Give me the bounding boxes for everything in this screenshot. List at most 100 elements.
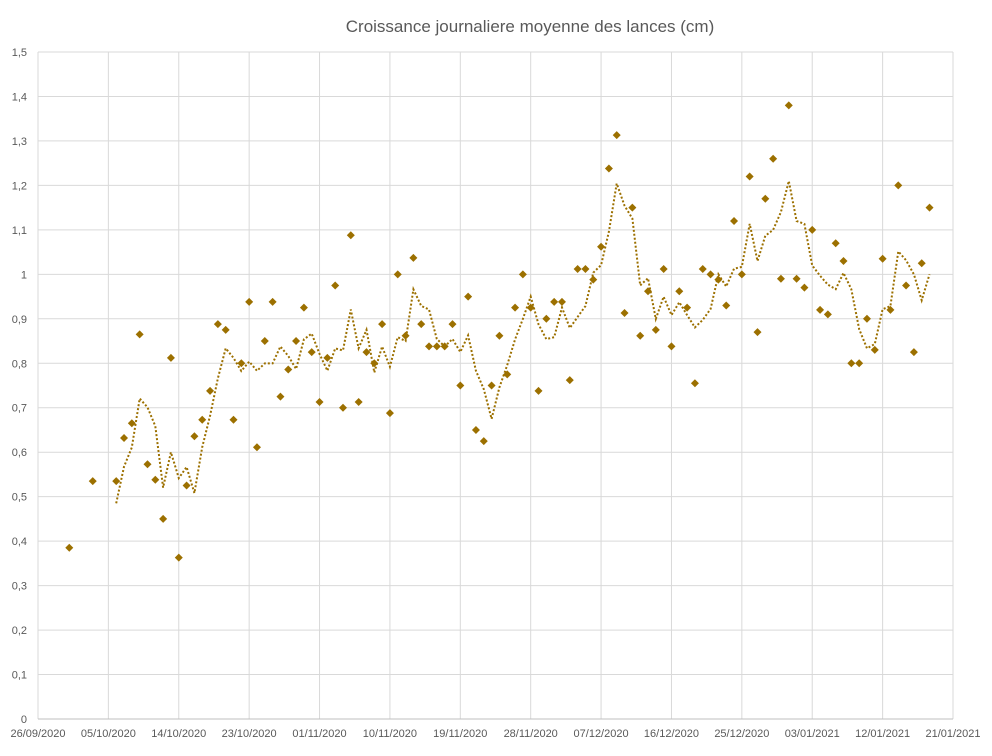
data-point bbox=[307, 348, 316, 357]
data-point bbox=[886, 305, 895, 314]
x-tick-label: 19/11/2020 bbox=[433, 728, 487, 740]
y-tick-label: 0,6 bbox=[12, 447, 27, 459]
data-point bbox=[792, 274, 801, 283]
data-point bbox=[229, 415, 238, 424]
data-point bbox=[166, 353, 175, 362]
data-point bbox=[425, 342, 434, 351]
data-point bbox=[292, 337, 301, 346]
data-point bbox=[776, 274, 785, 283]
data-point bbox=[464, 292, 473, 301]
data-point bbox=[847, 359, 856, 368]
data-point bbox=[690, 379, 699, 388]
data-point bbox=[378, 320, 387, 329]
data-point bbox=[456, 381, 465, 390]
data-point bbox=[448, 320, 457, 329]
y-tick-label: 0,4 bbox=[12, 536, 27, 548]
data-point bbox=[589, 275, 598, 284]
y-tick-label: 1,3 bbox=[12, 136, 27, 148]
data-point bbox=[88, 477, 97, 486]
y-tick-label: 0,2 bbox=[12, 625, 27, 637]
data-point bbox=[417, 320, 426, 329]
data-point bbox=[597, 242, 606, 251]
data-point bbox=[823, 310, 832, 319]
y-tick-label: 0,7 bbox=[12, 403, 27, 415]
data-point bbox=[393, 270, 402, 279]
data-point bbox=[745, 172, 754, 181]
x-tick-label: 28/11/2020 bbox=[504, 728, 558, 740]
data-point bbox=[675, 287, 684, 296]
data-point bbox=[573, 264, 582, 273]
data-point bbox=[346, 231, 355, 240]
data-point bbox=[409, 253, 418, 262]
x-tick-label: 07/12/2020 bbox=[574, 728, 629, 740]
data-point bbox=[870, 345, 879, 354]
y-tick-label: 0,1 bbox=[12, 670, 27, 682]
data-point bbox=[761, 194, 770, 203]
data-point bbox=[237, 359, 246, 368]
data-point bbox=[902, 281, 911, 290]
data-point bbox=[65, 543, 74, 552]
data-point bbox=[284, 365, 293, 374]
data-point bbox=[636, 331, 645, 340]
data-point bbox=[557, 297, 566, 306]
x-tick-label: 25/12/2020 bbox=[714, 728, 769, 740]
x-tick-label: 12/01/2021 bbox=[855, 728, 910, 740]
data-point bbox=[135, 330, 144, 339]
data-point bbox=[385, 409, 394, 418]
data-point bbox=[401, 331, 410, 340]
data-point bbox=[894, 181, 903, 190]
data-point bbox=[644, 287, 652, 296]
data-point bbox=[714, 275, 723, 284]
data-point bbox=[339, 403, 347, 412]
data-point bbox=[581, 264, 590, 273]
data-point bbox=[816, 305, 825, 314]
data-point bbox=[370, 359, 379, 368]
data-point bbox=[151, 475, 160, 484]
data-point bbox=[221, 325, 230, 334]
data-point bbox=[604, 164, 613, 173]
data-point bbox=[182, 481, 191, 490]
data-point bbox=[299, 303, 308, 312]
data-point bbox=[112, 477, 121, 486]
moving-average-trendline bbox=[115, 180, 931, 504]
data-point bbox=[612, 131, 621, 140]
data-point bbox=[495, 331, 504, 340]
data-point bbox=[174, 553, 183, 562]
y-tick-label: 0,3 bbox=[12, 581, 27, 593]
data-point bbox=[206, 386, 215, 395]
data-point bbox=[198, 415, 207, 424]
data-point bbox=[855, 359, 864, 368]
data-point bbox=[651, 325, 660, 334]
data-point bbox=[800, 283, 809, 292]
data-point bbox=[127, 419, 136, 428]
data-point bbox=[503, 370, 512, 379]
data-point bbox=[331, 281, 340, 290]
x-tick-label: 05/10/2020 bbox=[81, 728, 136, 740]
data-point bbox=[862, 314, 871, 323]
y-tick-label: 1,1 bbox=[12, 225, 27, 237]
x-tick-label: 03/01/2021 bbox=[785, 728, 840, 740]
data-point bbox=[925, 203, 934, 212]
data-point bbox=[542, 314, 551, 323]
y-tick-label: 0,5 bbox=[12, 492, 27, 504]
data-point bbox=[808, 225, 817, 234]
data-point bbox=[909, 348, 918, 357]
data-point bbox=[698, 264, 707, 273]
data-point bbox=[769, 154, 778, 163]
data-point bbox=[878, 254, 887, 263]
data-point bbox=[213, 320, 222, 329]
y-tick-label: 0,9 bbox=[12, 314, 27, 326]
data-point bbox=[354, 397, 363, 406]
x-tick-label: 01/11/2020 bbox=[292, 728, 346, 740]
chart-title: Croissance journaliere moyenne des lance… bbox=[346, 17, 715, 36]
data-point bbox=[315, 397, 324, 406]
x-tick-label: 26/09/2020 bbox=[10, 728, 65, 740]
data-point bbox=[534, 386, 543, 395]
data-point bbox=[479, 437, 488, 446]
y-tick-label: 0 bbox=[21, 714, 27, 726]
x-tick-label: 21/01/2021 bbox=[925, 728, 980, 740]
data-point bbox=[260, 337, 269, 346]
data-point bbox=[620, 309, 629, 318]
data-point bbox=[323, 353, 332, 362]
